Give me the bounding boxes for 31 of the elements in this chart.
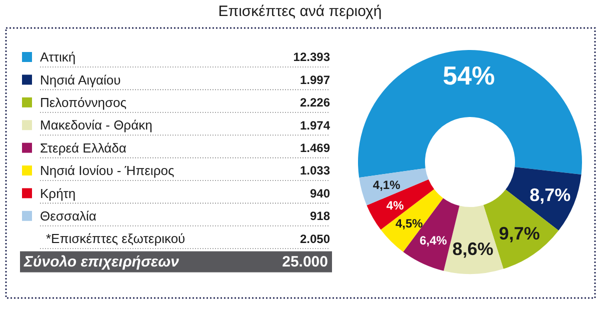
data-label: 9,7% bbox=[498, 223, 540, 244]
text: 1.469 bbox=[300, 141, 330, 155]
text: 25.000 bbox=[282, 254, 328, 271]
legend-label: Μακεδονία - Θράκη bbox=[40, 118, 152, 133]
text: 1.974 bbox=[300, 118, 330, 132]
legend-label: Νησιά Ιονίου - Ήπειρος bbox=[40, 163, 174, 178]
legend-label: Πελοπόννησος bbox=[40, 94, 126, 110]
donut-slice bbox=[358, 50, 582, 178]
data-label: 8,6% bbox=[452, 238, 494, 259]
donut-slice bbox=[366, 179, 434, 230]
text: 12.393 bbox=[293, 50, 330, 64]
legend-label: Θεσσαλία bbox=[40, 208, 97, 224]
text: 1.033 bbox=[300, 164, 330, 178]
legend-label: Νησιά Αιγαίου bbox=[40, 72, 121, 88]
data-label: 4,5% bbox=[395, 216, 424, 231]
text: 918 bbox=[310, 209, 330, 224]
data-label: 8,7% bbox=[530, 184, 571, 205]
data-label: 4% bbox=[386, 198, 404, 212]
legend-label: Κρήτη bbox=[40, 186, 76, 201]
text: *Επισκέπτες εξωτερικού bbox=[46, 231, 186, 246]
data-label: 4,1% bbox=[372, 178, 401, 192]
text: 2.050 bbox=[300, 232, 330, 246]
data-label: 6,4% bbox=[420, 234, 448, 248]
text: 1.997 bbox=[300, 72, 330, 87]
text: 940 bbox=[310, 186, 330, 200]
text: 2.226 bbox=[300, 96, 330, 110]
data-label: 54% bbox=[442, 60, 495, 91]
chart-title: Επισκέπτες ανά περιοχή bbox=[218, 3, 382, 20]
legend-label: Αττική bbox=[40, 50, 76, 65]
legend-label: Στερεά Ελλάδα bbox=[40, 140, 127, 156]
text: Σύνολο επιχειρήσεων bbox=[23, 254, 180, 271]
